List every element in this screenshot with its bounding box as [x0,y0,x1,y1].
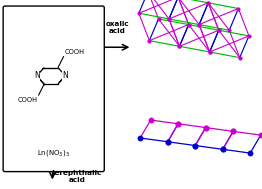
FancyBboxPatch shape [3,6,104,172]
Text: COOH: COOH [17,97,37,103]
Text: terephthalic
acid: terephthalic acid [52,170,102,183]
Text: oxalic
acid: oxalic acid [105,21,129,34]
Text: N: N [63,71,68,80]
Text: COOH: COOH [65,49,85,55]
Text: Ln(NO$_3$)$_3$: Ln(NO$_3$)$_3$ [37,148,70,158]
Text: N: N [34,71,40,80]
